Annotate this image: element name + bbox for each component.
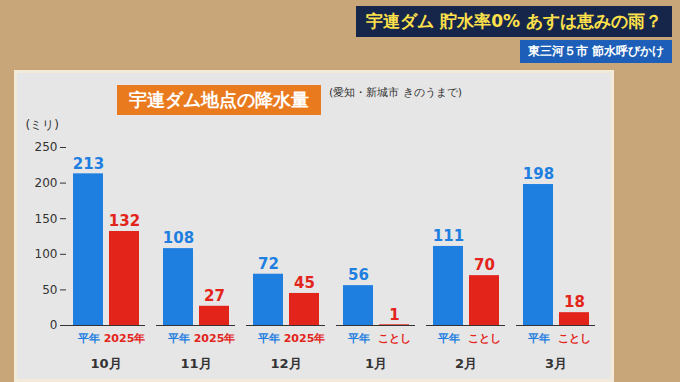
svg-text:200: 200 (35, 176, 58, 190)
svg-text:108: 108 (163, 229, 194, 247)
svg-text:132: 132 (109, 212, 140, 230)
svg-text:70: 70 (474, 256, 495, 274)
svg-text:1: 1 (389, 306, 399, 324)
svg-text:平年: 平年 (437, 332, 460, 345)
svg-text:平年: 平年 (167, 332, 190, 345)
svg-text:18: 18 (564, 293, 585, 311)
html-text:宇連ダム地点の降水量: 宇連ダム地点の降水量 (129, 89, 309, 110)
svg-text:56: 56 (348, 266, 369, 284)
svg-text:ことし: ことし (558, 332, 591, 345)
svg-text:12月: 12月 (270, 356, 301, 371)
svg-text:111: 111 (433, 227, 464, 245)
svg-text:100: 100 (35, 247, 58, 261)
svg-text:0: 0 (50, 318, 58, 332)
svg-text:1月: 1月 (365, 356, 387, 371)
svg-text:27: 27 (204, 287, 225, 305)
svg-text:11月: 11月 (180, 356, 211, 371)
svg-text:2025年: 2025年 (104, 332, 146, 345)
svg-text:ことし: ことし (378, 332, 411, 345)
svg-text:10月: 10月 (90, 356, 121, 371)
svg-text:(ミリ): (ミリ) (26, 118, 59, 132)
svg-text:150: 150 (35, 212, 58, 226)
svg-text:213: 213 (73, 155, 104, 173)
svg-text:ことし: ことし (468, 332, 501, 345)
svg-text:2025年: 2025年 (284, 332, 326, 345)
svg-text:平年: 平年 (527, 332, 550, 345)
svg-text:平年: 平年 (257, 332, 280, 345)
html-text:東三河５市 節水呼びかけ: 東三河５市 節水呼びかけ (527, 44, 664, 58)
svg-text:3月: 3月 (545, 356, 567, 371)
svg-text:2025年: 2025年 (194, 332, 236, 345)
svg-text:平年: 平年 (347, 332, 370, 345)
svg-text:45: 45 (294, 274, 315, 292)
svg-text:198: 198 (523, 165, 554, 183)
html-text:(愛知・新城市 きのうまで): (愛知・新城市 きのうまで) (329, 86, 463, 99)
svg-text:250: 250 (35, 140, 58, 154)
html-text:宇連ダム 貯水率0% あすは恵みの雨？: 宇連ダム 貯水率0% あすは恵みの雨？ (366, 11, 662, 31)
svg-text:2月: 2月 (455, 356, 477, 371)
svg-text:50: 50 (42, 283, 57, 297)
svg-text:平年: 平年 (77, 332, 100, 345)
svg-text:72: 72 (258, 255, 279, 273)
